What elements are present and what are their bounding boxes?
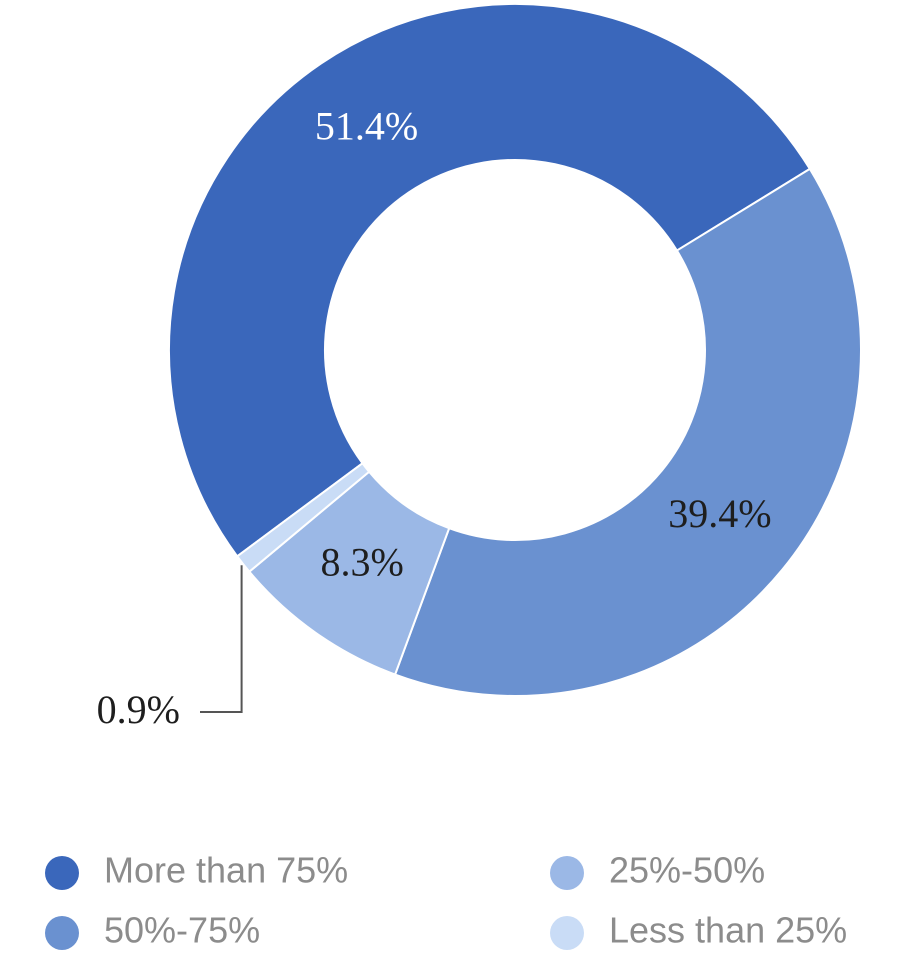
donut-segment [235,461,371,574]
legend-marker [45,856,79,890]
legend-marker [550,916,584,950]
data-label: 0.9% [97,687,180,732]
donut-segment [393,167,862,697]
legend-marker [550,856,584,890]
legend-label: 25%-50% [609,850,765,891]
data-label: 51.4% [315,104,418,149]
legend-label: 50%-75% [104,910,260,951]
data-label: 39.4% [668,491,771,536]
legend-marker [45,916,79,950]
legend-label: Less than 25% [609,910,847,951]
leader-line [200,565,243,713]
legend-label: More than 75% [104,850,348,891]
donut-segment [168,3,812,558]
data-label: 8.3% [321,540,404,585]
